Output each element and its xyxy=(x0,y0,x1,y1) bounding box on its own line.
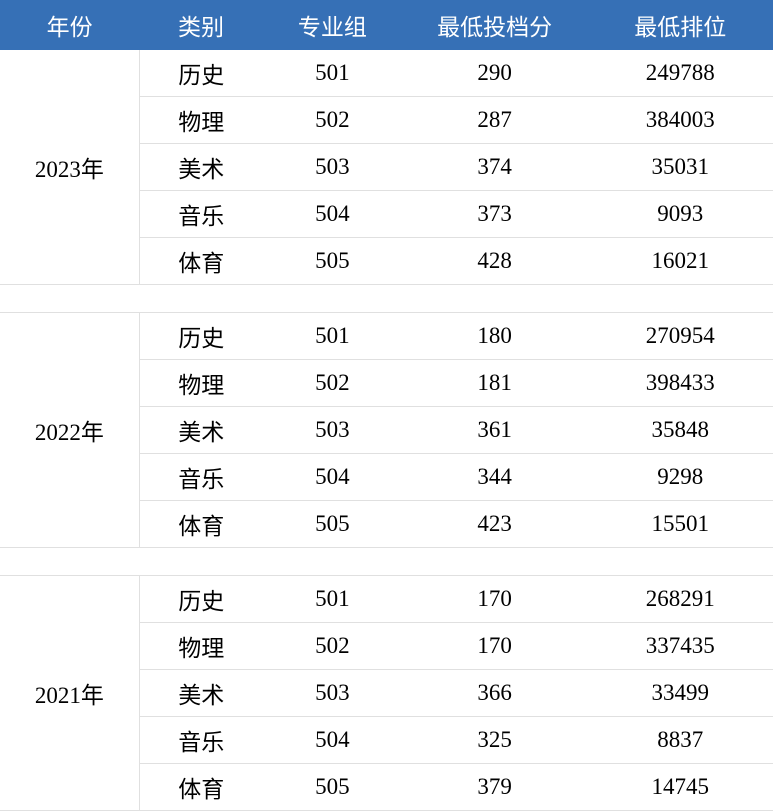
cell-rank: 384003 xyxy=(587,97,773,144)
cell-group: 504 xyxy=(263,717,402,764)
cell-category: 物理 xyxy=(139,623,263,670)
cell-category: 美术 xyxy=(139,144,263,191)
cell-group: 502 xyxy=(263,97,402,144)
cell-group: 505 xyxy=(263,764,402,811)
cell-group: 503 xyxy=(263,407,402,454)
cell-category: 体育 xyxy=(139,501,263,548)
cell-category: 历史 xyxy=(139,50,263,97)
cell-group: 501 xyxy=(263,50,402,97)
cell-group: 504 xyxy=(263,191,402,238)
cell-category: 音乐 xyxy=(139,191,263,238)
cell-score: 373 xyxy=(402,191,588,238)
cell-score: 290 xyxy=(402,50,588,97)
cell-group: 502 xyxy=(263,623,402,670)
cell-group: 501 xyxy=(263,313,402,360)
cell-score: 344 xyxy=(402,454,588,501)
cell-group: 502 xyxy=(263,360,402,407)
cell-rank: 16021 xyxy=(587,238,773,285)
cell-category: 音乐 xyxy=(139,717,263,764)
cell-rank: 249788 xyxy=(587,50,773,97)
col-rank: 最低排位 xyxy=(587,0,773,50)
cell-score: 170 xyxy=(402,576,588,623)
cell-group: 505 xyxy=(263,501,402,548)
cell-score: 181 xyxy=(402,360,588,407)
col-group: 专业组 xyxy=(263,0,402,50)
cell-rank: 35031 xyxy=(587,144,773,191)
admission-scores-table: 年份 类别 专业组 最低投档分 最低排位 2023年历史501290249788… xyxy=(0,0,773,811)
cell-score: 374 xyxy=(402,144,588,191)
cell-category: 体育 xyxy=(139,764,263,811)
spacer-row xyxy=(0,548,773,576)
cell-score: 379 xyxy=(402,764,588,811)
table-row: 2023年历史501290249788 xyxy=(0,50,773,97)
table-body: 2023年历史501290249788物理502287384003美术50337… xyxy=(0,50,773,811)
cell-score: 325 xyxy=(402,717,588,764)
col-category: 类别 xyxy=(139,0,263,50)
cell-score: 366 xyxy=(402,670,588,717)
cell-rank: 9298 xyxy=(587,454,773,501)
cell-rank: 337435 xyxy=(587,623,773,670)
cell-rank: 9093 xyxy=(587,191,773,238)
cell-group: 503 xyxy=(263,670,402,717)
cell-category: 体育 xyxy=(139,238,263,285)
year-cell: 2022年 xyxy=(0,313,139,548)
cell-category: 美术 xyxy=(139,407,263,454)
cell-category: 历史 xyxy=(139,576,263,623)
cell-category: 历史 xyxy=(139,313,263,360)
cell-rank: 33499 xyxy=(587,670,773,717)
cell-group: 501 xyxy=(263,576,402,623)
cell-score: 423 xyxy=(402,501,588,548)
cell-rank: 8837 xyxy=(587,717,773,764)
cell-group: 505 xyxy=(263,238,402,285)
year-cell: 2023年 xyxy=(0,50,139,285)
cell-score: 180 xyxy=(402,313,588,360)
year-cell: 2021年 xyxy=(0,576,139,811)
cell-rank: 35848 xyxy=(587,407,773,454)
table-row: 2021年历史501170268291 xyxy=(0,576,773,623)
cell-score: 361 xyxy=(402,407,588,454)
cell-score: 170 xyxy=(402,623,588,670)
cell-category: 音乐 xyxy=(139,454,263,501)
col-score: 最低投档分 xyxy=(402,0,588,50)
cell-score: 428 xyxy=(402,238,588,285)
cell-rank: 270954 xyxy=(587,313,773,360)
cell-group: 504 xyxy=(263,454,402,501)
col-year: 年份 xyxy=(0,0,139,50)
cell-category: 物理 xyxy=(139,97,263,144)
cell-group: 503 xyxy=(263,144,402,191)
cell-rank: 268291 xyxy=(587,576,773,623)
cell-rank: 14745 xyxy=(587,764,773,811)
cell-category: 美术 xyxy=(139,670,263,717)
cell-rank: 398433 xyxy=(587,360,773,407)
table-row: 2022年历史501180270954 xyxy=(0,313,773,360)
table-header: 年份 类别 专业组 最低投档分 最低排位 xyxy=(0,0,773,50)
cell-rank: 15501 xyxy=(587,501,773,548)
cell-score: 287 xyxy=(402,97,588,144)
spacer-row xyxy=(0,285,773,313)
cell-category: 物理 xyxy=(139,360,263,407)
